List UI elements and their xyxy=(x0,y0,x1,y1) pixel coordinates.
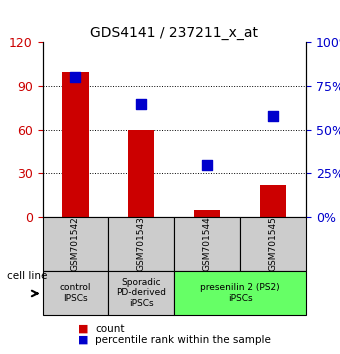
Text: ■: ■ xyxy=(78,335,89,344)
FancyBboxPatch shape xyxy=(42,271,108,315)
Text: Sporadic
PD-derived
iPSCs: Sporadic PD-derived iPSCs xyxy=(116,278,166,308)
Bar xyxy=(194,210,220,217)
Text: percentile rank within the sample: percentile rank within the sample xyxy=(95,335,271,344)
Point xyxy=(204,162,210,167)
Text: GSM701543: GSM701543 xyxy=(137,217,146,272)
Text: GSM701544: GSM701544 xyxy=(203,217,212,271)
FancyBboxPatch shape xyxy=(240,217,306,271)
Text: GSM701545: GSM701545 xyxy=(269,217,277,272)
Text: count: count xyxy=(95,324,125,334)
Bar xyxy=(62,72,89,217)
Bar xyxy=(128,130,154,217)
FancyBboxPatch shape xyxy=(42,217,108,271)
FancyBboxPatch shape xyxy=(108,217,174,271)
Text: presenilin 2 (PS2)
iPSCs: presenilin 2 (PS2) iPSCs xyxy=(200,283,280,303)
Title: GDS4141 / 237211_x_at: GDS4141 / 237211_x_at xyxy=(90,26,258,40)
Text: GSM701542: GSM701542 xyxy=(71,217,80,271)
FancyBboxPatch shape xyxy=(108,271,174,315)
Point xyxy=(139,101,144,106)
Point xyxy=(73,75,78,80)
Text: ■: ■ xyxy=(78,324,89,334)
Text: cell line: cell line xyxy=(7,271,47,281)
FancyBboxPatch shape xyxy=(174,271,306,315)
FancyBboxPatch shape xyxy=(174,217,240,271)
Bar xyxy=(260,185,286,217)
Point xyxy=(270,113,276,119)
Text: control
IPSCs: control IPSCs xyxy=(60,283,91,303)
